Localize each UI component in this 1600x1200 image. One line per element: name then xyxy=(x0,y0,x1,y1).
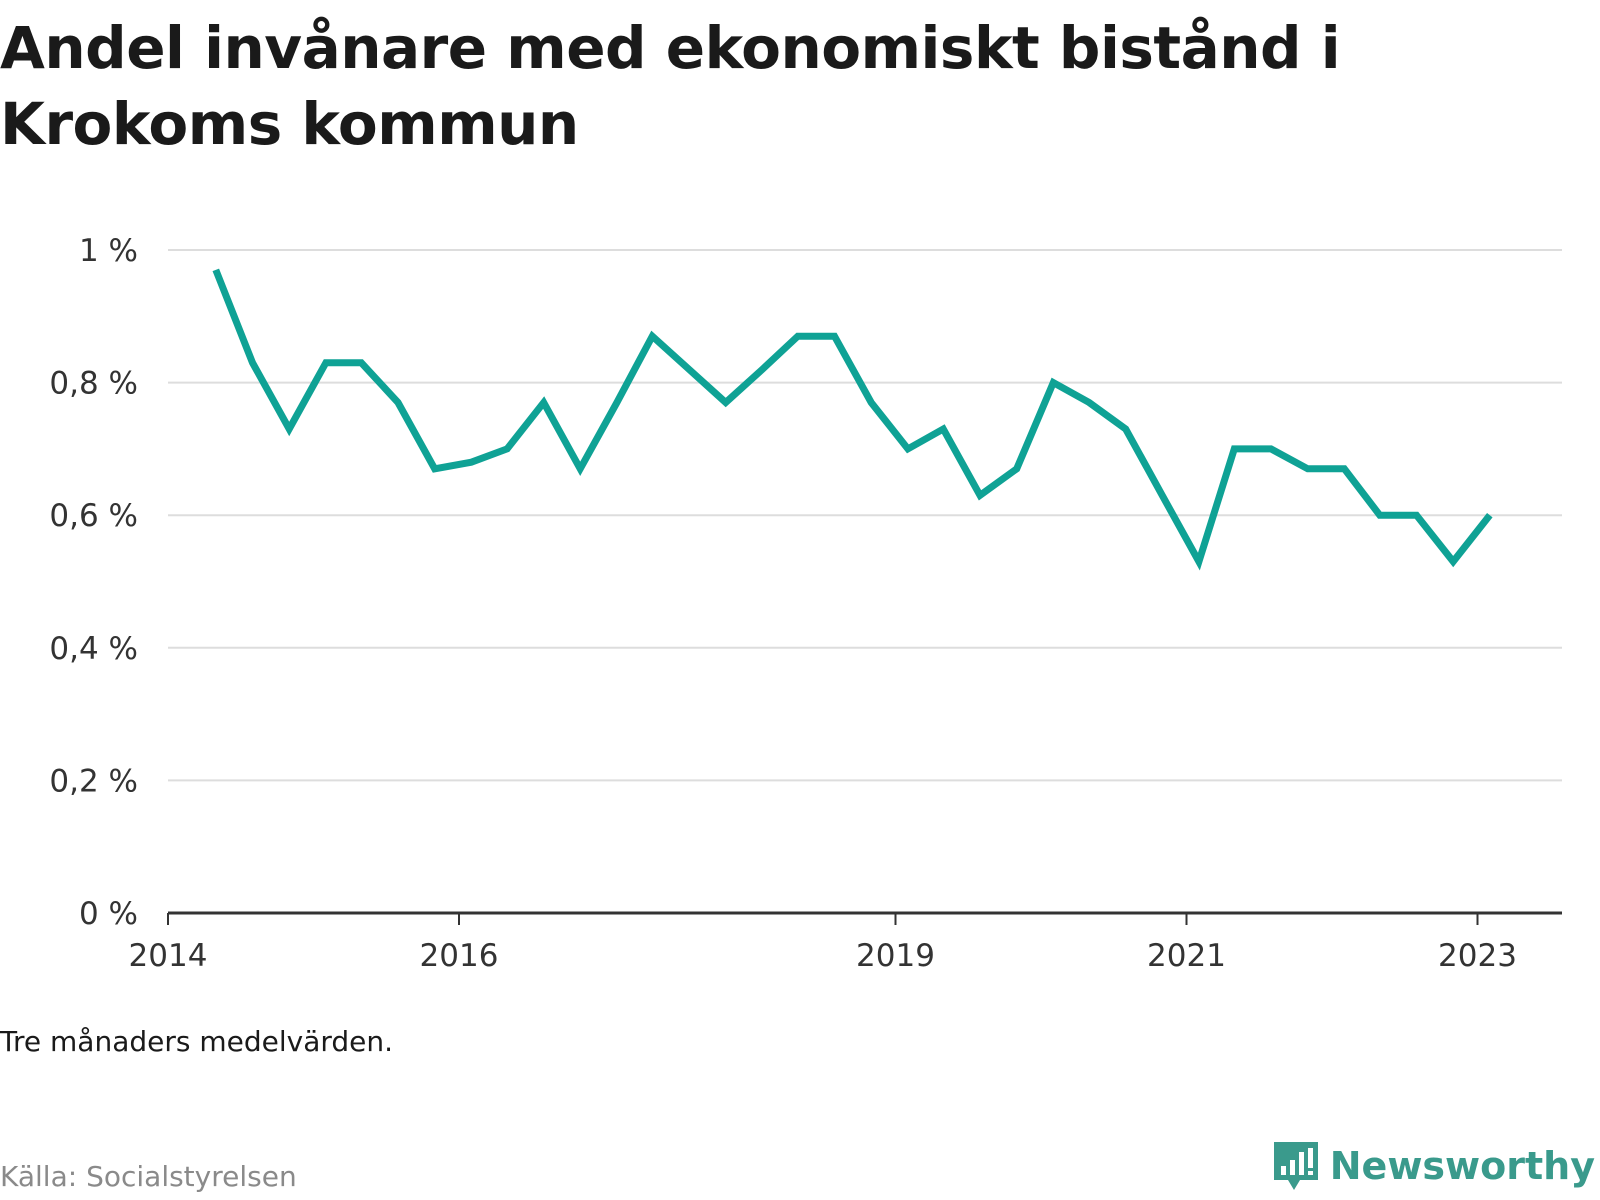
chart-title: Andel invånare med ekonomiskt bistånd i … xyxy=(0,14,1341,158)
y-tick-label: 0,8 % xyxy=(49,366,138,402)
x-tick-label: 2019 xyxy=(856,938,935,974)
y-tick-label: 0,6 % xyxy=(49,498,138,534)
x-axis: 2014 2016 2019 2021 2023 xyxy=(129,911,1562,974)
gridlines xyxy=(168,249,1562,782)
line-chart: 0 %0,2 %0,4 %0,6 %0,8 %1 % 2014 2016 2019 2… xyxy=(49,233,1562,974)
source-credit: Källa: Socialstyrelsen xyxy=(0,1160,297,1193)
y-axis-tick-labels: 0 % 0,2 % 0,4 % 0,6 % 0,8 % 1 % xyxy=(49,233,138,932)
y-tick-label: 0,4 % xyxy=(49,631,138,667)
brand-logo: Newsworthy xyxy=(1270,1140,1595,1192)
x-tick-label: 2014 xyxy=(129,938,208,974)
x-tick-label: 2023 xyxy=(1438,938,1517,974)
y-tick-label: 0,2 % xyxy=(49,763,138,799)
bar-chart-speech-bubble-icon xyxy=(1273,1142,1318,1190)
y-tick-label: 1 % xyxy=(79,233,138,269)
x-tick-label: 2021 xyxy=(1147,938,1226,974)
data-series xyxy=(212,268,1493,571)
brand-name: Newsworthy xyxy=(1329,1144,1595,1188)
x-tick-label: 2016 xyxy=(420,938,499,974)
series-line xyxy=(212,268,1493,571)
chart-note: Tre månaders medelvärden. xyxy=(0,1025,394,1058)
y-tick-label: 0 % xyxy=(79,896,138,932)
